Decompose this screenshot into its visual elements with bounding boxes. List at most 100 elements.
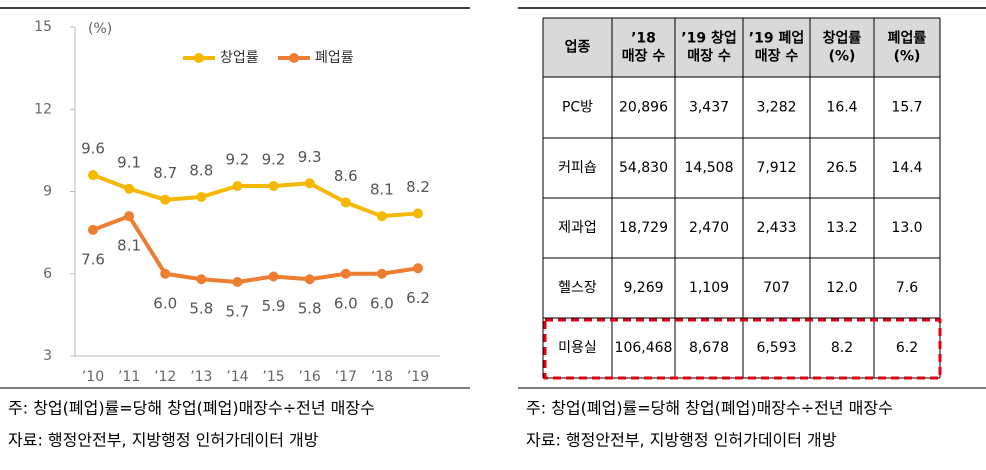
table-header-bg [543, 18, 940, 77]
point [160, 268, 171, 279]
value-label: 5.7 [226, 302, 250, 320]
x-tick-label: ’13 [190, 369, 212, 385]
value-label: 7.6 [81, 250, 105, 268]
table-cell: 54,830 [619, 160, 668, 176]
table-cell: 13.2 [826, 220, 857, 236]
table-cell: 3,437 [689, 100, 729, 116]
value-label: 9.2 [226, 151, 250, 169]
value-label: 6.0 [370, 294, 394, 312]
point [196, 191, 207, 202]
value-label: 9.2 [262, 151, 286, 169]
table-cell: 6.2 [896, 340, 918, 356]
x-tick-label: ’12 [154, 369, 176, 385]
unit-label: (%) [88, 21, 112, 37]
table-cell: PC방 [562, 100, 593, 116]
table-cell: 18,729 [619, 220, 668, 236]
value-label: 6.0 [334, 294, 358, 312]
note: 주: 창업(폐업)률=당해 창업(폐업)매장수÷전년 매장수 [8, 399, 375, 418]
value-label: 6.2 [406, 289, 430, 307]
point [232, 276, 243, 287]
x-tick-label: ’11 [118, 369, 140, 385]
table-cell: 3,282 [756, 100, 796, 116]
legend-label: 창업률 [220, 50, 259, 66]
table-header: 매장 수 [687, 48, 731, 65]
y-tick-label: 3 [43, 348, 52, 364]
value-label: 8.6 [334, 167, 358, 185]
legend-label: 폐업률 [315, 50, 354, 66]
table-cell: 9,269 [623, 280, 663, 296]
point [376, 211, 387, 222]
x-tick-label: ’10 [82, 369, 104, 385]
point [88, 170, 98, 181]
table-cell: 16.4 [826, 100, 857, 116]
table-cell: 커피숍 [558, 160, 597, 176]
table-cell: 6,593 [756, 340, 796, 356]
value-label: 8.7 [153, 164, 177, 182]
table-cell: 106,468 [615, 340, 673, 356]
note: 자료: 행정안전부, 지방행정 인허가데이터 개방 [526, 431, 837, 450]
table-cell: 8,678 [689, 340, 729, 356]
table-cell: 헬스장 [558, 280, 597, 296]
value-label: 6.0 [153, 294, 177, 312]
value-label: 9.3 [298, 148, 322, 166]
table-cell: 7,912 [756, 160, 796, 176]
table-cell: 14,508 [685, 160, 734, 176]
table-cell: 12.0 [826, 280, 857, 296]
point [88, 224, 98, 235]
point [413, 208, 423, 219]
point [304, 274, 315, 285]
table-cell: 8.2 [831, 340, 853, 356]
point [340, 197, 351, 208]
point [232, 181, 243, 192]
table-cell: 15.7 [891, 100, 922, 116]
table-header: 폐업률 [888, 30, 927, 47]
series-line [92, 214, 419, 284]
x-tick-label: ’15 [262, 369, 284, 385]
legend-marker [194, 53, 204, 63]
value-label: 9.6 [81, 140, 105, 158]
table-cell: 제과업 [558, 220, 597, 236]
table-cell: 14.4 [891, 160, 922, 176]
table-cell: 26.5 [826, 160, 857, 176]
x-tick-label: ’17 [335, 369, 357, 385]
table-cell: 2,470 [689, 220, 729, 236]
point [413, 263, 423, 274]
point [268, 271, 279, 282]
table-header: 창업률 [823, 30, 862, 47]
table-header: ’19 폐업 [749, 31, 804, 47]
y-tick-label: 12 [34, 101, 52, 117]
note: 자료: 행정안전부, 지방행정 인허가데이터 개방 [8, 431, 319, 450]
value-label: 8.8 [189, 161, 213, 179]
x-tick-label: ’19 [407, 369, 429, 385]
value-label: 5.8 [298, 300, 322, 318]
table-cell: 20,896 [619, 100, 668, 116]
point [376, 268, 387, 279]
highlight-box [543, 318, 942, 380]
table-header: (%) [894, 49, 921, 65]
series-line [92, 173, 419, 219]
value-label: 9.1 [117, 153, 141, 171]
legend-marker [289, 53, 299, 63]
value-label: 8.1 [370, 181, 394, 199]
table-header: 업종 [565, 40, 591, 56]
y-tick-label: 15 [34, 19, 52, 35]
point [268, 181, 279, 192]
y-tick-label: 9 [43, 184, 52, 200]
y-tick-label: 6 [43, 266, 52, 282]
table-header: 매장 수 [622, 48, 666, 65]
value-label: 5.9 [262, 297, 286, 315]
x-tick-label: ’14 [226, 369, 248, 385]
table-header: (%) [829, 49, 856, 65]
value-label: 8.1 [117, 237, 141, 255]
point [124, 211, 135, 222]
table-cell: 1,109 [689, 280, 729, 296]
value-label: 5.8 [189, 300, 213, 318]
value-label: 8.2 [406, 178, 430, 196]
x-tick-label: ’16 [299, 369, 321, 385]
point [160, 194, 171, 205]
x-tick-label: ’18 [371, 369, 393, 385]
note: 주: 창업(폐업)률=당해 창업(폐업)매장수÷전년 매장수 [526, 399, 893, 418]
point [304, 178, 315, 189]
table-header: ’19 창업 [681, 30, 736, 47]
